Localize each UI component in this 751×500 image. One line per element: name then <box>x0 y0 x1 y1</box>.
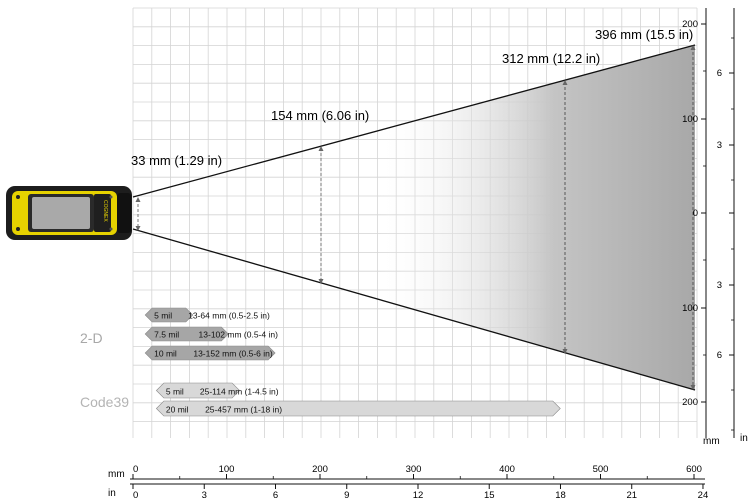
bottom-in-tick-label: 18 <box>555 490 566 500</box>
range-2d-2-range-label: 13-152 mm (0.5-6 in) <box>193 349 273 359</box>
scanner-device-icon: COGNEX <box>6 186 132 240</box>
bottom-in-axis: in 0 3 6 9 12 15 18 21 24 <box>108 483 709 500</box>
width-indicator-arrowheads <box>135 45 696 390</box>
bottom-in-tick-label: 21 <box>626 490 637 500</box>
bottom-in-tick-label: 12 <box>413 490 424 500</box>
bottom-in-tick-label: 24 <box>698 490 709 500</box>
bottom-mm-tick-label: 500 <box>593 464 609 475</box>
range-2d-0-mil-label: 5 mil <box>154 311 172 321</box>
bottom-in-tick-label: 9 <box>344 490 349 500</box>
width-label-396mm: 396 mm (15.5 in) <box>595 27 693 42</box>
bottom-mm-tick-label: 0 <box>133 464 138 475</box>
right-mm-tick-label: 200 <box>682 19 698 30</box>
range-code39-1-bar <box>155 400 561 417</box>
cone-upper-edge <box>132 44 696 198</box>
range-code39-1-range-label: 25-457 mm (1-18 in) <box>205 405 282 415</box>
range-2d-2-bar <box>144 345 276 361</box>
bottom-in-tick-label: 0 <box>133 490 138 500</box>
bottom-mm-tick-label: 100 <box>219 464 235 475</box>
right-in-axis: 6 3 3 6 in <box>717 8 748 444</box>
range-code39-0-mil-label: 5 mil <box>166 387 184 397</box>
bottom-in-tick-label: 15 <box>484 490 495 500</box>
range-2d-0-range-label: 13-64 mm (0.5-2.5 in) <box>188 311 270 321</box>
bottom-axis-in-unit: in <box>108 488 116 499</box>
bottom-mm-tick-label: 400 <box>499 464 515 475</box>
bottom-mm-axis: mm 0 100 200 300 400 500 600 <box>108 464 705 480</box>
range-code39-1-mil-label: 20 mil <box>166 405 189 415</box>
right-mm-tick-label: 100 <box>682 114 698 125</box>
range-bars-2d: 5 mil 13-64 mm (0.5-2.5 in) 7.5 mil 13-102 … <box>144 307 279 361</box>
right-in-tick-label: 3 <box>717 140 722 151</box>
range-2d-1-mil-label: 7.5 mil <box>154 330 179 340</box>
right-mm-tick-label: 0 <box>693 208 698 219</box>
width-label-154mm: 154 mm (6.06 in) <box>271 108 369 123</box>
bottom-in-tick-label: 6 <box>273 490 278 500</box>
range-2d-2-mil-label: 10 mil <box>154 349 177 359</box>
device-brand-label: COGNEX <box>102 200 108 222</box>
group-label-2d: 2-D <box>80 330 103 346</box>
right-mm-tick-label: 100 <box>682 303 698 314</box>
bottom-axis-mm-unit: mm <box>108 469 125 480</box>
bottom-mm-tick-label: 600 <box>686 464 702 475</box>
group-label-code39: Code39 <box>80 394 129 410</box>
right-mm-tick-label: 200 <box>682 397 698 408</box>
bottom-mm-tick-label: 200 <box>312 464 328 475</box>
right-in-tick-label: 6 <box>717 68 722 79</box>
width-label-33mm: 33 mm (1.29 in) <box>131 153 222 168</box>
width-label-312mm: 312 mm (12.2 in) <box>502 51 600 66</box>
right-in-tick-label: 6 <box>717 350 722 361</box>
bottom-mm-tick-label: 300 <box>406 464 422 475</box>
range-bars-code39: 5 mil 25-114 mm (1-4.5 in) 20 mil 25-457 mm… <box>155 382 561 417</box>
bottom-in-tick-label: 3 <box>202 490 207 500</box>
range-2d-0-bar <box>144 307 194 323</box>
right-axis-in-unit: in <box>740 433 748 444</box>
right-mm-axis: 200 100 0 100 200 mm <box>682 8 720 447</box>
cone-lower-edge <box>132 228 696 391</box>
right-axis-mm-unit: mm <box>703 436 720 447</box>
range-2d-1-bar <box>144 326 229 342</box>
right-in-tick-label: 3 <box>717 280 722 291</box>
range-2d-1-range-label: 13-102 mm (0.5-4 in) <box>199 330 279 340</box>
range-code39-0-range-label: 25-114 mm (1-4.5 in) <box>200 387 279 397</box>
range-code39-0-bar <box>155 382 241 399</box>
field-of-view-cone-fill <box>133 45 695 390</box>
